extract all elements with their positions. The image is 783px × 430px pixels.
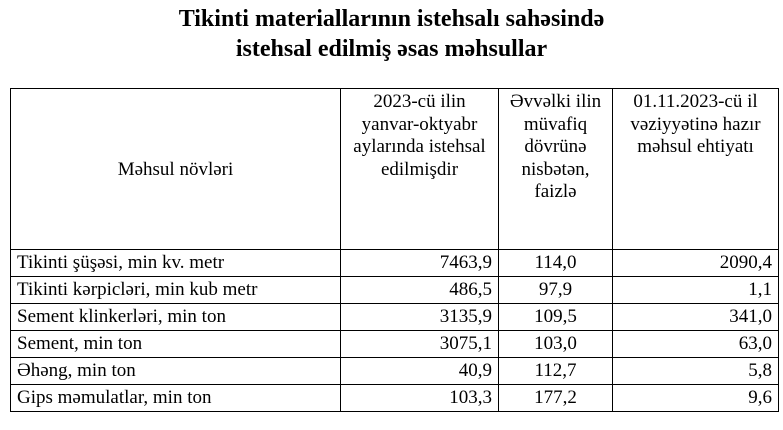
cell-product: Tikinti kərpicləri, min kub metr bbox=[10, 276, 341, 304]
cell-product: Tikinti şüşəsi, min kv. metr bbox=[10, 249, 341, 277]
cell-stock: 1,1 bbox=[612, 276, 779, 304]
table-header-row: Məhsul növləri 2023-cü ilin yanvar-oktya… bbox=[10, 88, 779, 250]
table-row: Tikinti şüşəsi, min kv. metr 7463,9 114,0 2… bbox=[10, 249, 779, 277]
cell-percent: 177,2 bbox=[498, 384, 613, 412]
document-title: Tikinti materiallarının istehsalı sahəsi… bbox=[0, 4, 783, 64]
cell-product: Sement, min ton bbox=[10, 330, 341, 358]
cell-stock: 2090,4 bbox=[612, 249, 779, 277]
table-row: Gips məmulatlar, min ton 103,3 177,2 9,6 bbox=[10, 384, 779, 412]
header-produced: 2023-cü ilin yanvar-oktyabr aylarında is… bbox=[340, 88, 499, 250]
cell-produced: 103,3 bbox=[340, 384, 499, 412]
cell-produced: 486,5 bbox=[340, 276, 499, 304]
cell-produced: 3075,1 bbox=[340, 330, 499, 358]
header-percent-prev-year: Əvvəlki ilin müvafiq dövrünə nisbətən, f… bbox=[498, 88, 613, 250]
title-line-1: Tikinti materiallarının istehsalı sahəsi… bbox=[178, 6, 605, 32]
table-row: Sement klinkerləri, min ton 3135,9 109,5 34… bbox=[10, 303, 779, 331]
title-line-2: istehsal edilmiş əsas məhsullar bbox=[235, 36, 548, 62]
cell-percent: 103,0 bbox=[498, 330, 613, 358]
cell-produced: 3135,9 bbox=[340, 303, 499, 331]
cell-produced: 40,9 bbox=[340, 357, 499, 385]
header-product-types: Məhsul növləri bbox=[10, 88, 341, 250]
cell-percent: 112,7 bbox=[498, 357, 613, 385]
cell-percent: 109,5 bbox=[498, 303, 613, 331]
table-row: Sement, min ton 3075,1 103,0 63,0 bbox=[10, 330, 779, 358]
cell-stock: 63,0 bbox=[612, 330, 779, 358]
table-row: Əhəng, min ton 40,9 112,7 5,8 bbox=[10, 357, 779, 385]
cell-produced: 7463,9 bbox=[340, 249, 499, 277]
cell-stock: 5,8 bbox=[612, 357, 779, 385]
cell-stock: 9,6 bbox=[612, 384, 779, 412]
cell-percent: 114,0 bbox=[498, 249, 613, 277]
cell-percent: 97,9 bbox=[498, 276, 613, 304]
cell-stock: 341,0 bbox=[612, 303, 779, 331]
header-stock: 01.11.2023-cü il vəziyyətinə hazır məhsu… bbox=[612, 88, 779, 250]
table-row: Tikinti kərpicləri, min kub metr 486,5 97,… bbox=[10, 276, 779, 304]
products-table: Məhsul növləri 2023-cü ilin yanvar-oktya… bbox=[10, 88, 779, 412]
cell-product: Sement klinkerləri, min ton bbox=[10, 303, 341, 331]
cell-product: Gips məmulatlar, min ton bbox=[10, 384, 341, 412]
cell-product: Əhəng, min ton bbox=[10, 357, 341, 385]
